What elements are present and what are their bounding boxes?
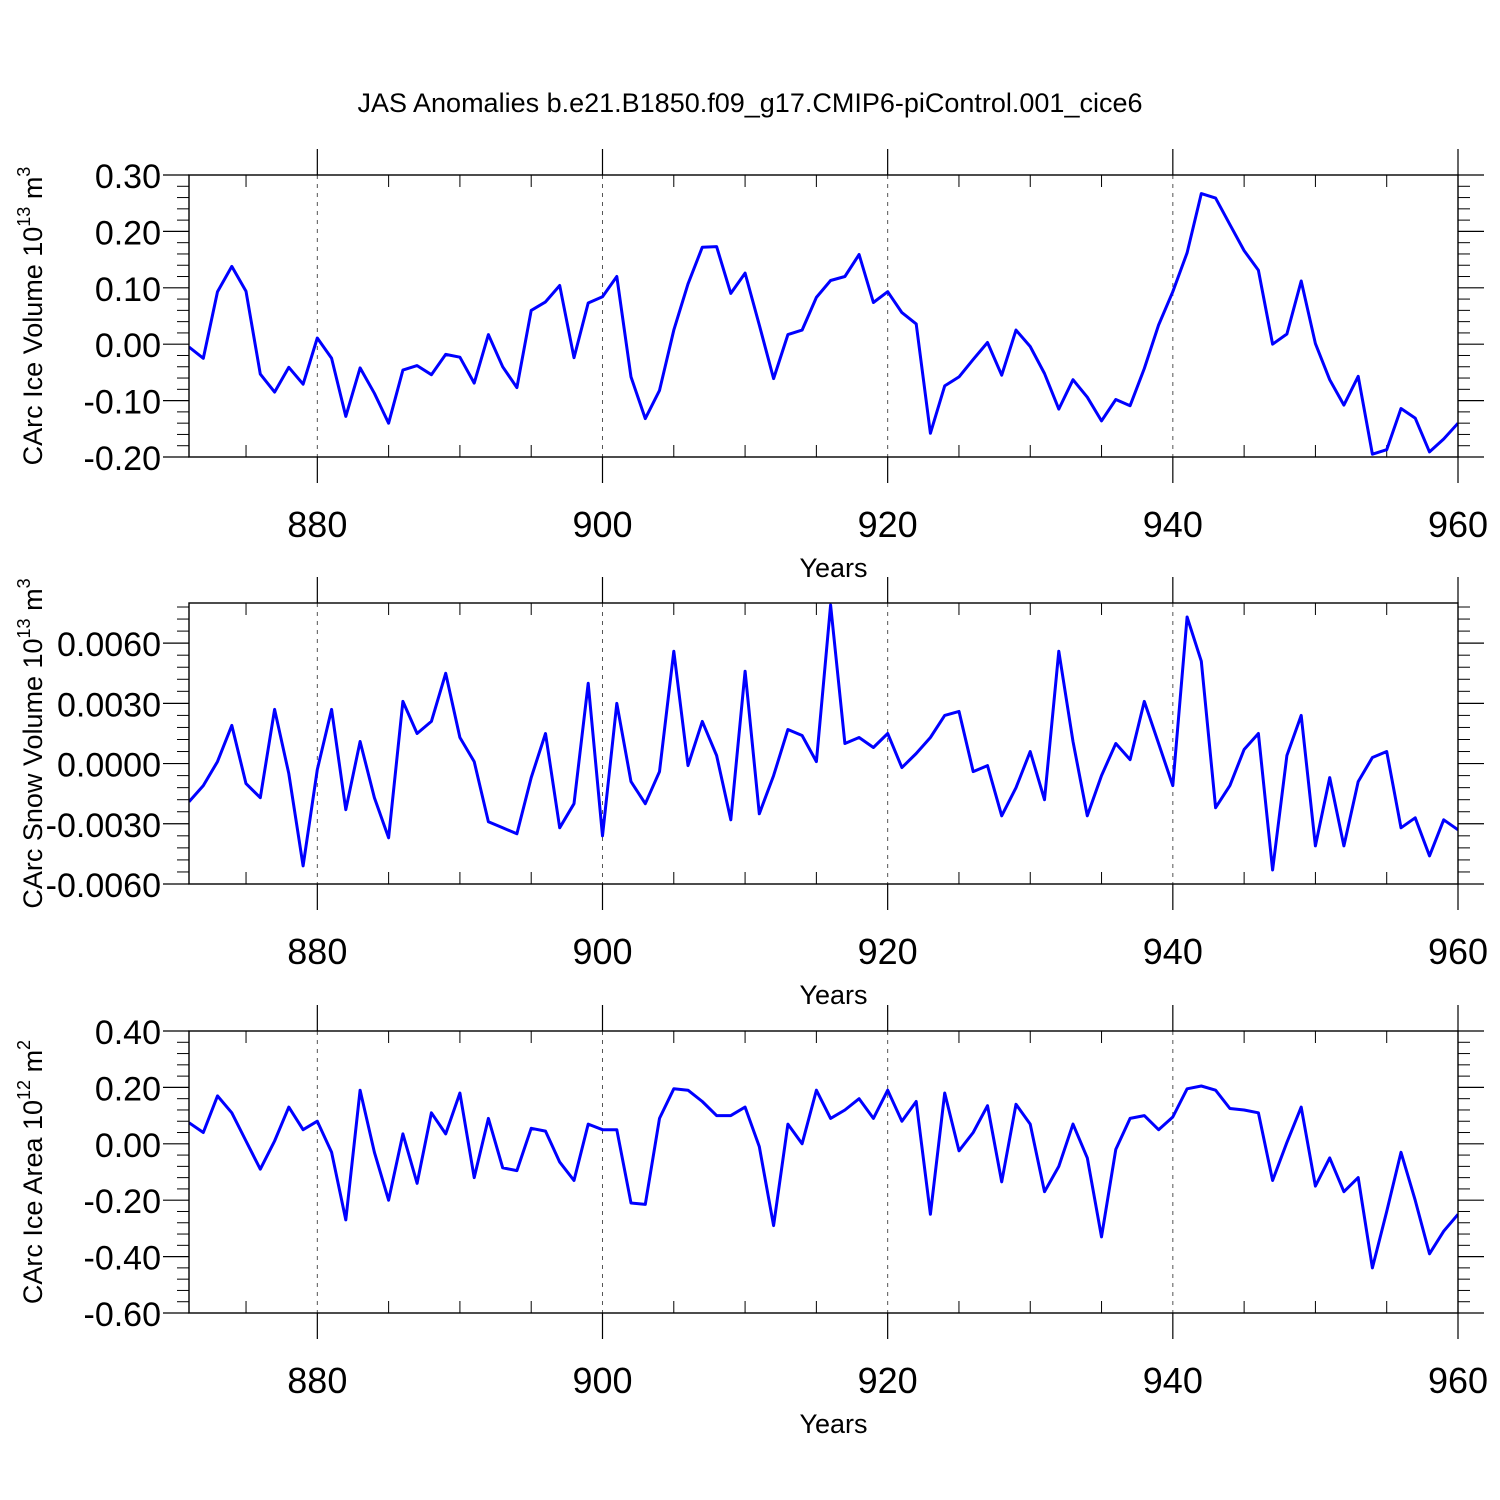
x-tick-label: 940	[1143, 931, 1203, 972]
y-axis-label-text: CArc Snow Volume 10	[18, 638, 48, 908]
y-tick-label: 0.40	[95, 1014, 161, 1052]
y-tick-label: -0.0060	[46, 867, 161, 905]
y-axis-label-text: CArc Ice Volume 10	[18, 227, 48, 466]
y-axis-label-unit-exponent: 3	[14, 167, 34, 177]
y-tick-label: 0.0000	[57, 747, 161, 785]
y-axis-label-exponent: 12	[14, 1080, 34, 1100]
y-tick-label: 0.20	[95, 214, 161, 252]
y-axis-label-exponent: 13	[14, 207, 34, 227]
panel-ice-area: 880 900 920 940 960 0.40 0.20 0.00 -0.20 -0.40 -0.…	[14, 1005, 1488, 1439]
x-tick-label: 920	[858, 504, 918, 545]
y-axis-label: CArc Ice Volume 1013 m3	[14, 167, 48, 466]
y-axis-label: CArc Snow Volume 1013 m3	[14, 578, 48, 908]
x-tick-label: 960	[1428, 931, 1488, 972]
y-tick-label: 0.00	[95, 1127, 161, 1165]
y-tick-label: 0.0060	[57, 626, 161, 664]
y-tick-label: 0.0030	[57, 686, 161, 724]
y-tick-label: -0.10	[84, 384, 162, 422]
x-tick-label: 920	[858, 1360, 918, 1401]
y-axis-label-exponent: 13	[14, 618, 34, 638]
y-tick-label: -0.20	[84, 440, 162, 478]
panel-ice-volume: 880 900 920 940 960 0.30 0.20 0.10 0.00 -0.10 -0.2…	[14, 149, 1488, 583]
y-tick-label: 0.20	[95, 1070, 161, 1108]
x-tick-label: 920	[858, 931, 918, 972]
plot-frame	[188, 1030, 1459, 1314]
series-line	[189, 603, 1458, 872]
y-tick-label: -0.0030	[46, 807, 161, 845]
x-tick-label: 900	[572, 504, 632, 545]
x-axis-label: Years	[799, 1409, 867, 1439]
y-axis-label-unit: m	[18, 177, 48, 207]
y-axis-label-unit-exponent: 3	[14, 578, 34, 588]
y-axis-label-text: CArc Ice Area 10	[18, 1100, 48, 1304]
series-line	[189, 1084, 1458, 1270]
y-tick-label: -0.60	[84, 1296, 162, 1334]
y-tick-label: 0.10	[95, 271, 161, 309]
y-tick-label: -0.40	[84, 1240, 162, 1278]
chart-title: JAS Anomalies b.e21.B1850.f09_g17.CMIP6-…	[358, 88, 1143, 118]
x-tick-label: 880	[287, 931, 347, 972]
x-tick-label: 900	[572, 1360, 632, 1401]
plot-frame	[188, 602, 1459, 885]
y-axis-label-unit: m	[18, 1050, 48, 1080]
x-tick-label: 940	[1143, 1360, 1203, 1401]
x-axis-label: Years	[799, 553, 867, 583]
y-tick-label: 0.00	[95, 327, 161, 365]
y-axis-label: CArc Ice Area 1012 m2	[14, 1040, 48, 1304]
x-tick-label: 960	[1428, 504, 1488, 545]
y-axis-label-unit: m	[18, 588, 48, 618]
panel-snow-volume: 880 900 920 940 960 0.0060 0.0030 0.0000 -0.0030…	[14, 577, 1488, 1010]
x-tick-label: 940	[1143, 504, 1203, 545]
x-tick-label: 960	[1428, 1360, 1488, 1401]
series-line	[189, 192, 1458, 456]
x-axis-label: Years	[799, 980, 867, 1010]
y-tick-label: 0.30	[95, 158, 161, 196]
x-tick-label: 880	[287, 1360, 347, 1401]
y-tick-label: -0.20	[84, 1183, 162, 1221]
x-tick-label: 880	[287, 504, 347, 545]
x-tick-label: 900	[572, 931, 632, 972]
y-axis-label-unit-exponent: 2	[14, 1040, 34, 1050]
plot-frame	[188, 174, 1459, 458]
